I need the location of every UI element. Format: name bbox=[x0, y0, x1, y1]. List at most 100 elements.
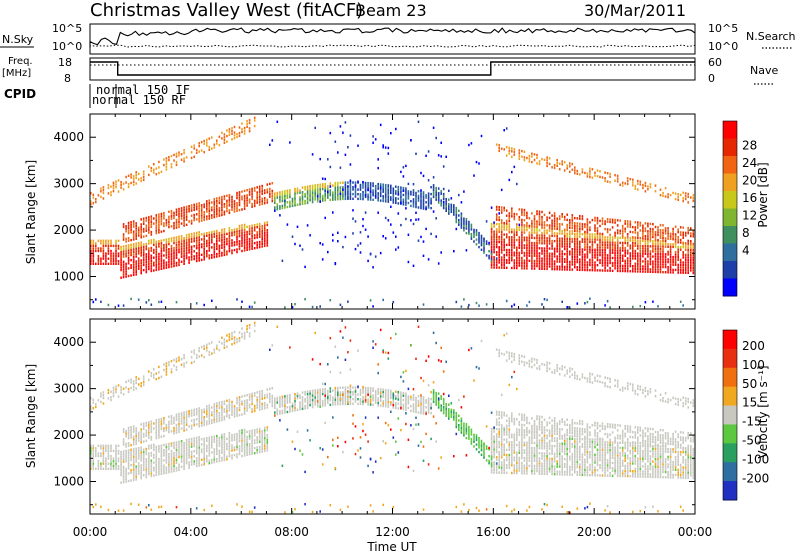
power-cell bbox=[158, 213, 160, 216]
colorbar-segment bbox=[723, 208, 737, 227]
power-cell bbox=[208, 207, 211, 210]
power-cell bbox=[364, 181, 367, 185]
power-cell bbox=[402, 203, 405, 206]
power-cell bbox=[616, 262, 619, 265]
power-cell bbox=[639, 252, 642, 255]
power-cell bbox=[513, 259, 516, 262]
power-cell bbox=[551, 222, 553, 225]
power-cell bbox=[226, 129, 228, 132]
velocity-cell bbox=[112, 462, 115, 465]
power-cell bbox=[410, 204, 412, 208]
power-cell bbox=[92, 300, 95, 304]
power-cell bbox=[284, 192, 286, 195]
velocity-cell bbox=[218, 454, 221, 458]
power-cell bbox=[369, 253, 372, 256]
velocity-cell bbox=[165, 367, 168, 371]
power-cell bbox=[190, 245, 193, 248]
power-cell bbox=[140, 231, 142, 234]
power-cell bbox=[513, 246, 516, 249]
power-cell bbox=[584, 268, 586, 272]
power-cell bbox=[561, 223, 563, 226]
power-cell bbox=[417, 197, 420, 200]
power-cell bbox=[221, 233, 223, 237]
velocity-cell bbox=[178, 412, 180, 416]
velocity-cell bbox=[198, 436, 200, 439]
power-cell bbox=[183, 257, 185, 260]
power-cell bbox=[228, 242, 231, 245]
power-cell bbox=[591, 269, 594, 272]
power-cell bbox=[150, 254, 153, 257]
velocity-cell bbox=[107, 397, 110, 400]
power-cell bbox=[624, 241, 626, 245]
power-cell bbox=[137, 247, 140, 250]
power-cell bbox=[165, 248, 168, 251]
power-cell bbox=[228, 227, 231, 230]
freq-frame bbox=[89, 57, 696, 81]
velocity-cell bbox=[226, 412, 228, 415]
velocity-cell bbox=[195, 353, 198, 357]
velocity-cell bbox=[122, 430, 125, 434]
velocity-cell bbox=[163, 464, 165, 467]
power-cell bbox=[299, 244, 301, 247]
power-cell bbox=[616, 177, 619, 180]
power-cell bbox=[246, 230, 248, 234]
power-cell bbox=[571, 258, 574, 261]
velocity-cell bbox=[256, 396, 258, 399]
power-cell bbox=[304, 188, 306, 191]
power-cell bbox=[591, 253, 594, 257]
velocity-cell bbox=[185, 441, 188, 444]
velocity-cell bbox=[198, 425, 200, 428]
power-cell bbox=[574, 166, 576, 169]
power-cell bbox=[632, 267, 634, 270]
velocity-cell bbox=[102, 394, 105, 397]
velocity-cell bbox=[213, 410, 216, 414]
power-cell bbox=[130, 248, 132, 252]
velocity-cell bbox=[90, 459, 92, 463]
power-cell bbox=[203, 235, 205, 238]
power-cell bbox=[261, 187, 263, 190]
velocity-cell bbox=[243, 436, 246, 439]
power-cell bbox=[589, 167, 591, 170]
power-cell bbox=[175, 208, 178, 211]
power-cell bbox=[674, 243, 677, 246]
velocity-cell bbox=[228, 449, 231, 453]
power-cell bbox=[677, 195, 679, 199]
power-cell bbox=[253, 247, 256, 250]
power-cell bbox=[236, 133, 238, 136]
power-cell bbox=[626, 267, 629, 270]
velocity-cell bbox=[97, 462, 100, 465]
power-cell bbox=[168, 258, 170, 261]
velocity-cell bbox=[195, 410, 198, 413]
power-cell bbox=[132, 175, 135, 178]
power-cell bbox=[682, 246, 684, 249]
power-cell bbox=[543, 252, 546, 255]
velocity-cell bbox=[243, 410, 246, 413]
power-cell bbox=[357, 188, 359, 191]
velocity-cell bbox=[190, 463, 193, 466]
power-cell bbox=[521, 226, 523, 229]
velocity-cell bbox=[248, 332, 251, 335]
velocity-cell bbox=[125, 435, 127, 438]
power-cell bbox=[657, 252, 659, 256]
velocity-cell bbox=[236, 440, 238, 443]
power-cell bbox=[435, 217, 437, 220]
velocity-cell bbox=[142, 425, 145, 428]
power-cell bbox=[223, 138, 226, 142]
power-cell bbox=[291, 235, 294, 238]
power-cell bbox=[420, 189, 422, 192]
power-cell bbox=[531, 241, 533, 245]
power-cell bbox=[112, 187, 115, 190]
power-cell bbox=[581, 253, 584, 256]
power-cell bbox=[667, 229, 669, 233]
power-cell bbox=[349, 134, 352, 137]
power-cell bbox=[183, 216, 185, 219]
power-cell bbox=[667, 232, 669, 235]
power-cell bbox=[334, 193, 337, 196]
velocity-cell bbox=[142, 375, 145, 378]
power-cell bbox=[168, 218, 170, 221]
power-cell bbox=[102, 249, 105, 253]
velocity-cell bbox=[125, 467, 127, 470]
velocity-cell bbox=[206, 346, 208, 349]
power-cell bbox=[553, 234, 556, 238]
power-cell bbox=[682, 266, 684, 269]
